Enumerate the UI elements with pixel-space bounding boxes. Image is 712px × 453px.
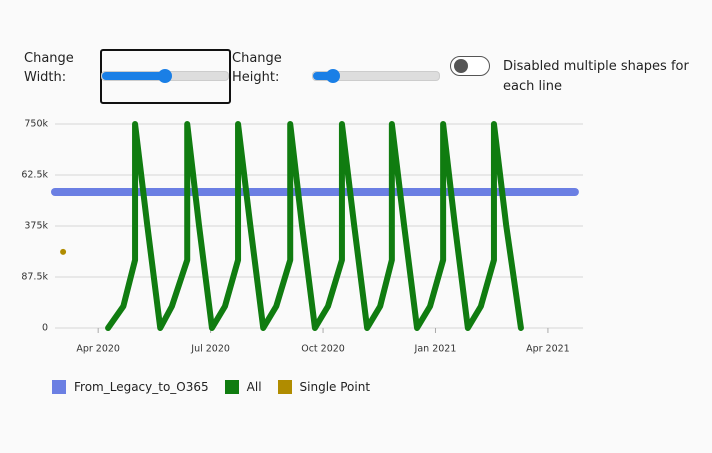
legend-swatch	[52, 380, 66, 394]
width-label: Change Width:	[24, 51, 74, 85]
line	[105, 121, 524, 331]
x-tick-label: Apr 2021	[526, 344, 570, 355]
legend-label: Single Point	[299, 380, 371, 394]
legend-item[interactable]: From_Legacy_to_O365	[52, 380, 209, 394]
legend-swatch	[224, 380, 239, 394]
slider-fill	[102, 72, 165, 80]
legend-item[interactable]: Single Point	[277, 380, 371, 394]
x-tick-label: Jul 2020	[190, 344, 230, 355]
point	[60, 248, 67, 255]
toggle[interactable]	[450, 56, 490, 76]
slider-thumb[interactable]	[326, 69, 341, 83]
legend: From_Legacy_to_O365 All Single Point	[52, 380, 370, 394]
y-tick-label: 750k	[24, 119, 48, 130]
height-slider[interactable]	[312, 69, 440, 83]
x-tick-label: Oct 2020	[301, 344, 345, 355]
legend-item[interactable]: All	[224, 380, 262, 394]
slider-fill	[313, 72, 334, 80]
legend-label: All	[246, 380, 262, 394]
legend-label: From_Legacy_to_O365	[74, 380, 209, 394]
x-tick-label: Apr 2020	[76, 344, 120, 355]
y-tick-label: 62.5k	[21, 170, 48, 181]
legend-swatch	[277, 380, 292, 394]
slider-thumb[interactable]	[158, 69, 172, 83]
toggle-label: Disabled multiple shapes for each line	[503, 59, 689, 94]
x-tick-label: Jan 2021	[414, 344, 457, 355]
toggle-knob	[454, 59, 468, 73]
y-tick-label: 87.5k	[21, 272, 48, 283]
y-tick-label: 375k	[24, 221, 48, 232]
height-label: Change Height:	[232, 51, 282, 85]
y-tick-label: 0	[42, 323, 48, 334]
width-slider[interactable]	[101, 69, 229, 83]
